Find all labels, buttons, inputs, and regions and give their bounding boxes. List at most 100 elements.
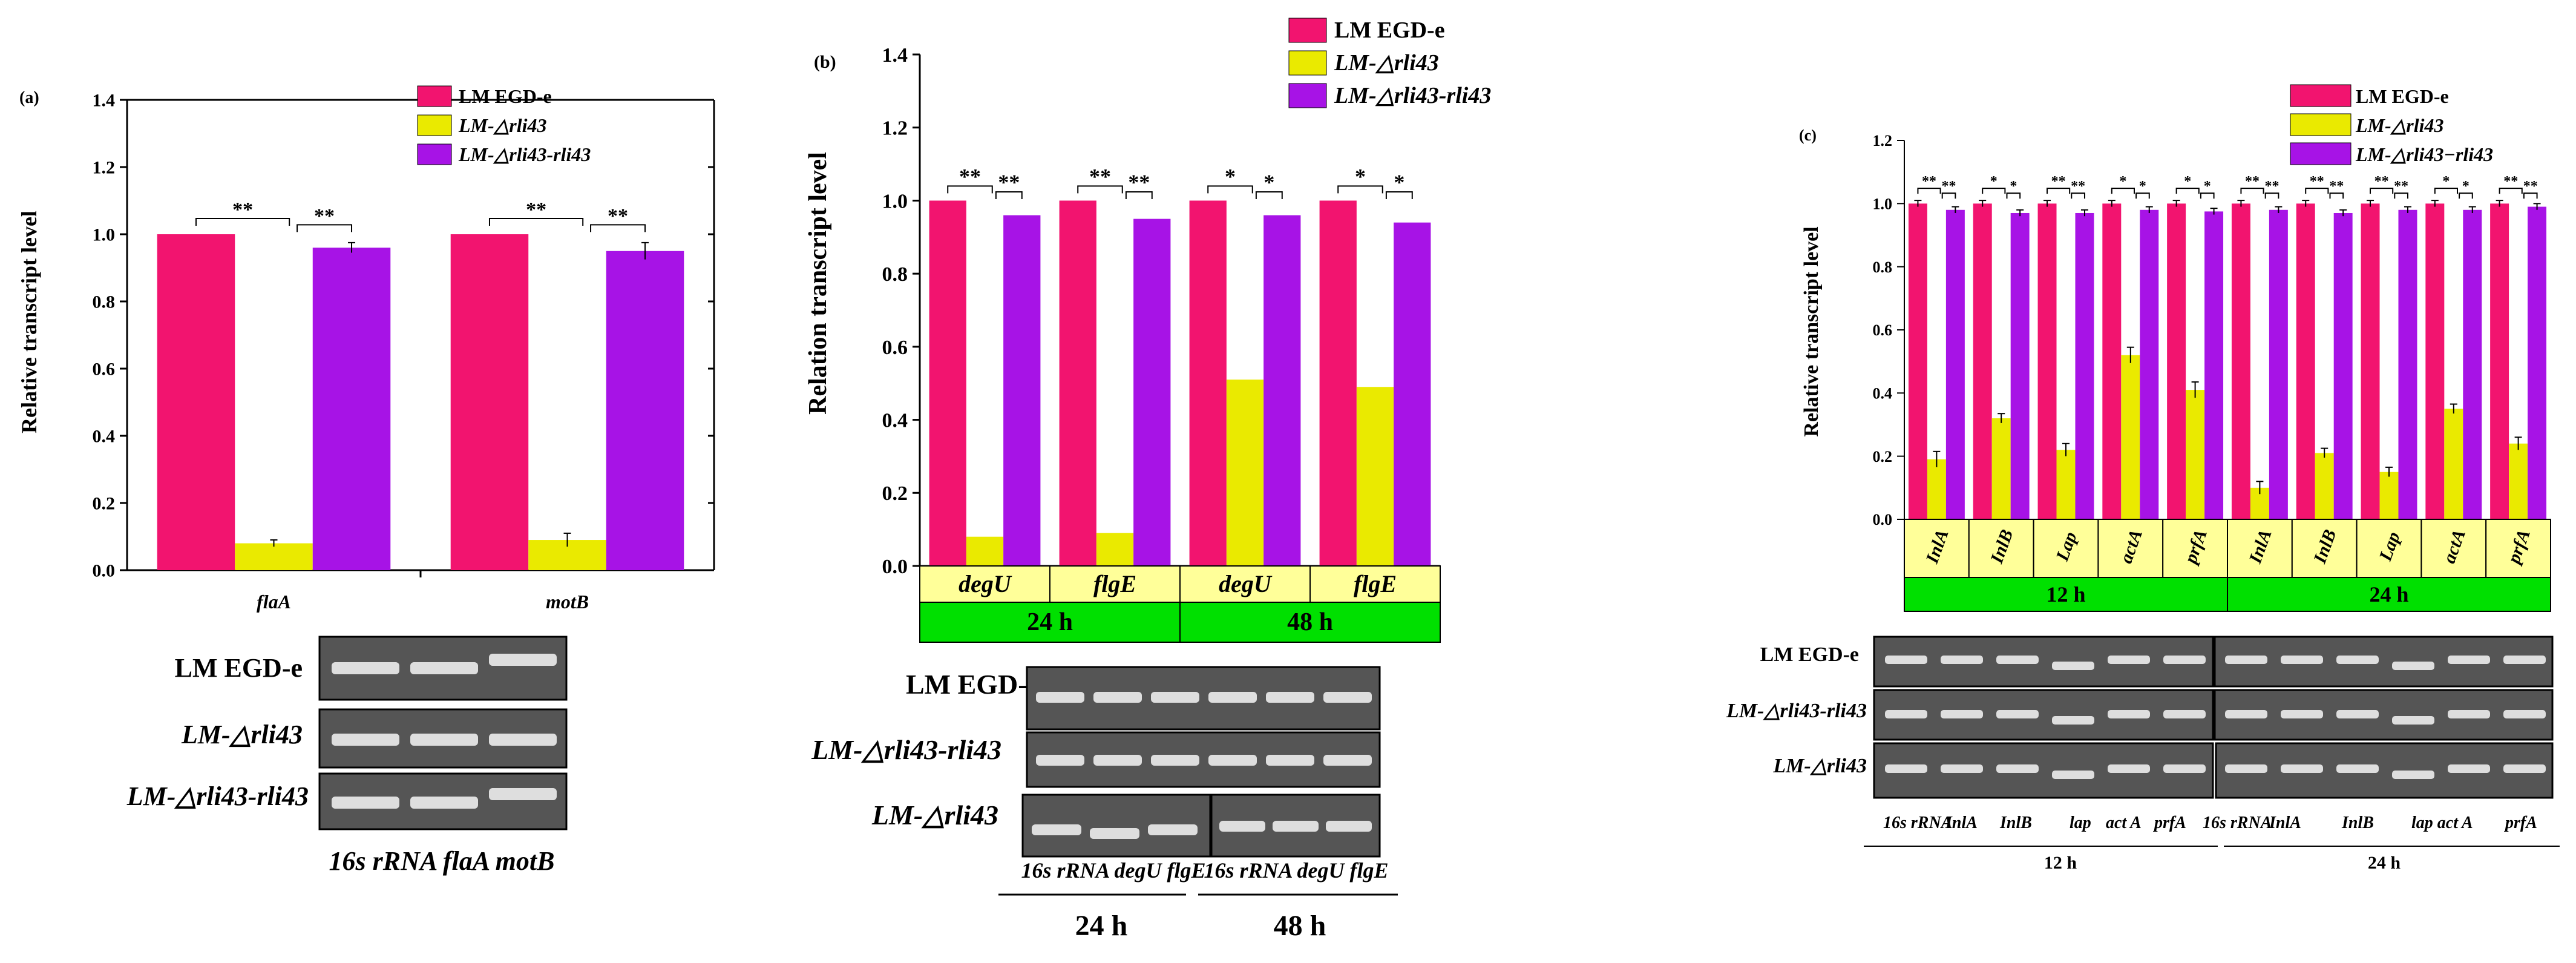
legend-label-comp: LM-△rli43-rli43 — [458, 143, 591, 165]
gel-a-band-0-0 — [332, 662, 399, 674]
gel-c-lane-24h-0: 16s rRNA — [2203, 813, 2272, 832]
gel-c-band-2-5 — [2163, 764, 2206, 773]
legend-swatch-wt — [417, 85, 452, 107]
gel-a: LM EGD-e LM-△rli43 LM-△rli43-rli43 16s r… — [126, 636, 568, 876]
c-bar-wt-5 — [2231, 203, 2250, 519]
c-bar-wt-9 — [2490, 203, 2509, 519]
c-bar-comp-5 — [2269, 209, 2288, 519]
b-group-label-1: 48 h — [1287, 608, 1333, 636]
b-ytick-label-5: 1.0 — [882, 190, 908, 212]
gel-c-image-1b — [2214, 636, 2554, 688]
gel-c-lane-12h-2: InlB — [1999, 813, 2032, 832]
gel-c-lane-24h-2: InlB — [2341, 813, 2374, 832]
c-bracket-2-6 — [2329, 192, 2344, 199]
b-group-cell-1 — [1179, 602, 1441, 643]
legend-b-label-comp: LM-△rli43-rli43 — [1334, 83, 1491, 108]
c-cat-cell-3 — [2097, 519, 2164, 578]
c-ytick-label-0: 0.0 — [1873, 511, 1893, 528]
gel-c-image-2a — [1873, 689, 2214, 741]
gel-c-band-0-4 — [2108, 656, 2150, 664]
gel-c-lane-24h-4: prfA — [2504, 813, 2537, 832]
b-sig-1-2: * — [1225, 164, 1236, 188]
gel-b-band-3-2 — [1326, 821, 1372, 832]
a-bracket-2-0 — [297, 224, 353, 232]
b-bracket-2-3 — [1385, 191, 1413, 200]
gel-b-band-3-0 — [1219, 821, 1265, 832]
legend-c-swatch-del — [2290, 113, 2352, 136]
gel-a-band-2-2 — [489, 788, 557, 800]
gel-c-band-1-2 — [1996, 710, 2039, 718]
gel-b-row-1-label: LM EGD-e — [906, 669, 1040, 700]
gel-a-row-2-label: LM-△rli43 — [181, 720, 303, 749]
b-ytick-label-2: 0.4 — [882, 409, 908, 432]
b-bracket-1-3 — [1337, 185, 1383, 194]
legend-a: LM EGD-e LM-△rli43 LM-△rli43-rli43 — [417, 85, 591, 165]
c-sig-1-7: ** — [2374, 174, 2389, 189]
c-bar-del-6 — [2315, 453, 2334, 519]
b-ytick-label-0: 0.0 — [882, 556, 908, 578]
legend-swatch-comp — [417, 143, 452, 165]
gel-b-band-1-3 — [1208, 755, 1257, 766]
c-bar-comp-4 — [2204, 211, 2224, 519]
gel-c-band-1-6 — [2225, 710, 2267, 718]
legend-b: LM EGD-e LM-△rli43 LM-△rli43-rli43 — [1288, 18, 1491, 108]
a-ytick-label-5: 1.0 — [93, 225, 116, 245]
legend-b-label-wt: LM EGD-e — [1334, 18, 1445, 43]
c-sig-1-2: ** — [2051, 174, 2066, 189]
c-bar-wt-3 — [2102, 203, 2122, 519]
c-group-cell-0 — [1904, 577, 2228, 612]
c-bar-comp-1 — [2010, 212, 2030, 519]
c-ytick-label-6: 1.2 — [1873, 132, 1893, 150]
gel-b-band-1-5 — [1323, 755, 1372, 766]
b-xlabel-2: degU — [1219, 570, 1273, 597]
gel-a-band-0-1 — [410, 662, 478, 674]
gel-c-band-1-1 — [1941, 710, 1983, 718]
c-sig-1-5: ** — [2245, 174, 2260, 189]
c-bar-wt-2 — [2037, 203, 2057, 519]
c-bar-del-8 — [2444, 409, 2463, 519]
b-xlabel-3: flgE — [1354, 570, 1397, 597]
gel-c-group-12h: 12 h — [2044, 853, 2077, 873]
gel-b-row-2-label: LM-△rli43-rli43 — [811, 734, 1001, 765]
gel-c-row-3-label: LM-△rli43 — [1772, 755, 1867, 777]
gel-c-band-1-5 — [2163, 710, 2206, 718]
a-bracket-2-1 — [590, 224, 646, 232]
c-group-label-1: 24 h — [2369, 582, 2408, 606]
gel-b-band-1-0 — [1036, 755, 1084, 766]
gel-c-band-0-6 — [2225, 656, 2267, 664]
gel-b-band-0-3 — [1208, 692, 1257, 703]
b-sig-1-3: * — [1355, 164, 1366, 188]
gel-c-band-0-10 — [2448, 656, 2490, 664]
c-bracket-2-5 — [2264, 192, 2279, 199]
c-bar-del-9 — [2509, 443, 2528, 519]
c-bracket-2-4 — [2200, 192, 2215, 199]
c-cat-cell-4 — [2162, 519, 2228, 578]
c-bracket-1-5 — [2240, 188, 2264, 194]
b-bar-comp-3 — [1394, 222, 1431, 567]
panel-a-label: (a) — [19, 88, 39, 107]
gel-c-band-2-4 — [2108, 764, 2150, 773]
gel-c-band-0-0 — [1885, 656, 1927, 664]
b-xlabel-1: flgE — [1093, 570, 1136, 597]
b-bar-del-1 — [1096, 533, 1134, 566]
gel-c-band-1-7 — [2281, 710, 2323, 718]
c-sig-2-2: ** — [2071, 179, 2085, 194]
a-ytick-label-0: 0.0 — [93, 561, 116, 581]
b-bracket-2-2 — [1255, 191, 1283, 200]
gel-a-band-1-1 — [410, 734, 478, 746]
legend-c-label-del: LM-△rli43 — [2355, 114, 2444, 136]
gel-c-image-1a — [1873, 636, 2214, 688]
c-group-cell-1 — [2227, 577, 2551, 612]
legend-c-swatch-wt — [2290, 84, 2352, 107]
gel-c-band-2-0 — [1885, 764, 1927, 773]
gel-b-band-0-0 — [1036, 692, 1084, 703]
c-sig-1-6: ** — [2310, 174, 2324, 189]
gel-b: LM EGD-e LM-△rli43-rli43 LM-△rli43 16s r… — [811, 666, 1398, 942]
a-bar-del-0 — [235, 543, 313, 570]
gel-c-band-1-8 — [2336, 710, 2379, 718]
legend-b-swatch-del — [1288, 50, 1327, 76]
b-bracket-1-0 — [947, 185, 993, 194]
c-bracket-1-8 — [2434, 188, 2458, 194]
c-sig-2-0: ** — [1942, 179, 1956, 194]
